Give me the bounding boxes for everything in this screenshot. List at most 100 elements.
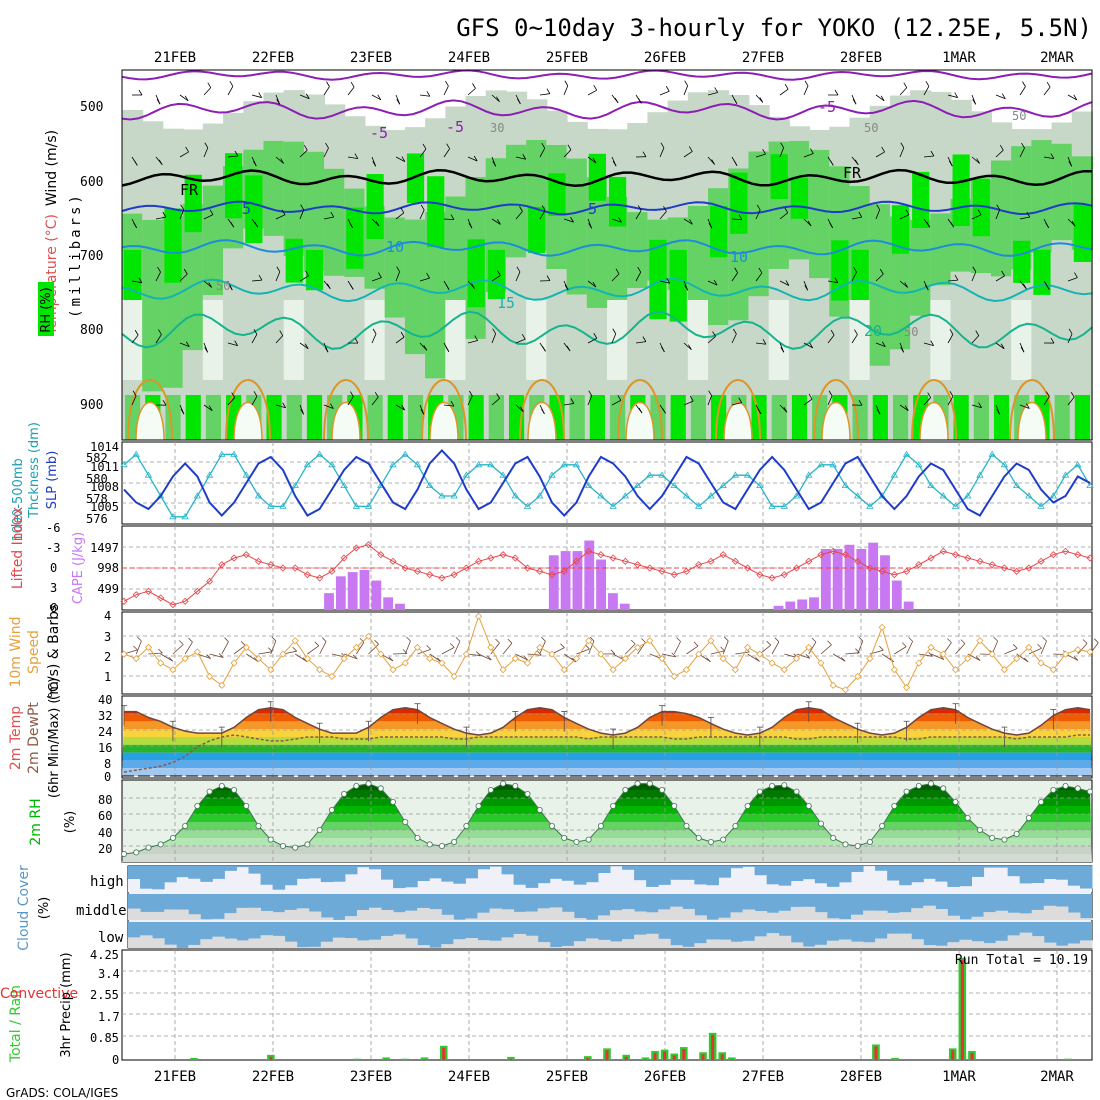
rh-point-5 [182, 823, 189, 830]
cape-bar-23 [395, 603, 405, 610]
wind-point-7 [206, 672, 214, 680]
cloud-mid-41 [622, 909, 635, 920]
thickness-point-33 [523, 502, 532, 509]
precip-conv-15 [269, 1056, 273, 1060]
bottom-date-9: 2MAR [1040, 1069, 1074, 1085]
wind-point-63 [890, 666, 898, 674]
cloud-mid-69 [959, 919, 972, 920]
contour-label-1: -5 [818, 98, 836, 116]
rh-point-37 [573, 839, 580, 846]
rh-point-53 [769, 783, 776, 790]
precip-conv-31 [423, 1059, 427, 1060]
barb-20 [368, 643, 379, 655]
contour-label-7: 10 [386, 238, 404, 256]
chart-title: GFS 0~10day 3-hourly for YOKO (12.25E, 5… [456, 14, 1092, 42]
cloud-low-78 [1067, 943, 1081, 948]
cloud-low-10 [248, 938, 262, 948]
rh-point-7 [206, 788, 213, 795]
cloud-high-28 [465, 866, 478, 879]
wind-point-15 [303, 655, 311, 663]
precip-conv-63 [730, 1059, 734, 1060]
cloud-low-74 [1019, 932, 1033, 948]
cape-tick-998: 998 [97, 561, 119, 575]
cloud-high-62 [875, 866, 888, 871]
barb-41 [625, 643, 636, 655]
precip-conv-55 [653, 1052, 657, 1060]
rh-point-68 [952, 799, 959, 806]
cloud-mid-30 [489, 908, 503, 920]
contour-label-9: 15 [497, 294, 515, 312]
rh-band-5 [122, 822, 1092, 830]
cloud-mid-62 [875, 910, 888, 920]
cloud-low-22 [393, 934, 406, 948]
thickness-point-56 [805, 471, 813, 478]
rh-point-79 [1087, 788, 1094, 795]
cloud-high-12 [272, 866, 286, 890]
cloud-high-0 [128, 866, 141, 879]
cloud-high-10 [248, 866, 262, 874]
cloud-high-15 [308, 866, 322, 879]
thickness-point-20 [364, 502, 373, 509]
li-point-13 [279, 564, 287, 572]
cloud-low-64 [899, 933, 912, 948]
wind-point-1 [132, 655, 140, 663]
rh-point-58 [830, 835, 837, 842]
cloud-high-52 [754, 866, 768, 876]
cloud-low-16 [320, 941, 334, 948]
precip-conv-50 [605, 1050, 609, 1060]
wind-speed-line [123, 614, 1091, 691]
li-point-29 [475, 557, 483, 565]
cloud-high-70 [971, 866, 985, 877]
top-date-axis: 21FEB 22FEB 23FEB 24FEB 25FEB 26FEB 27FEB 28FEB… [154, 50, 1075, 66]
thickness-point-2 [144, 471, 153, 478]
li-point-37 [572, 557, 580, 565]
thickness-point-73 [1012, 481, 1021, 488]
cloud-mid-79 [1079, 918, 1093, 920]
cloud-mid-39 [597, 915, 611, 920]
wind-point-74 [1025, 643, 1033, 651]
barb-10 [246, 653, 259, 662]
barb-18 [343, 653, 358, 660]
rh-point-40 [610, 803, 617, 810]
li-point-51 [744, 564, 752, 572]
cloud-high-53 [766, 866, 780, 885]
li-point-31 [499, 551, 507, 559]
precip-conv-60 [701, 1054, 705, 1060]
rh-band-4 [122, 814, 1092, 822]
li-point-33 [523, 564, 532, 572]
li-point-76 [1049, 551, 1057, 559]
wind-point-75 [1037, 659, 1045, 667]
cape-bar-40 [596, 559, 606, 610]
ylabel-cloud-a: Cloud Cover [16, 865, 32, 951]
top-date-3: 24FEB [448, 50, 490, 66]
wind-point-62 [878, 623, 886, 631]
thickness-point-42 [633, 481, 642, 488]
wind-point-33 [523, 659, 532, 667]
rh-point-36 [561, 835, 568, 842]
li-point-30 [487, 554, 495, 562]
li-point-16 [316, 574, 324, 582]
ytick-800: 800 [80, 323, 103, 338]
cloud-high-35 [549, 866, 563, 879]
barb-29 [478, 653, 492, 661]
cloud-mid-61 [863, 910, 876, 920]
barb-53 [771, 641, 780, 655]
ylabel-thick-b: Thckness (dm) [27, 422, 42, 519]
ylabel-lifted: Lifted Index [10, 507, 26, 589]
li-point-46 [682, 567, 691, 575]
barb-24 [417, 648, 431, 655]
cloud-mid-10 [248, 907, 262, 920]
precip-bar-27 [382, 1057, 390, 1060]
cloud-mid-5 [188, 914, 201, 920]
thickness-point-40 [609, 502, 617, 509]
rh2m-panel [121, 779, 1094, 863]
cloud-low-17 [332, 937, 346, 948]
wind-point-60 [854, 672, 862, 680]
thickness-point-67 [939, 492, 947, 499]
precip-conv-54 [643, 1059, 647, 1060]
thickness-point-10 [242, 471, 250, 478]
cloud-high-26 [441, 866, 454, 882]
cloud-mid-78 [1067, 912, 1081, 920]
li-tick-m6: -6 [46, 521, 60, 535]
contour-labels: -5 -5 -5 FR FR 5 5 10 10 15 20 30 50 50 50 50 [180, 98, 1026, 340]
